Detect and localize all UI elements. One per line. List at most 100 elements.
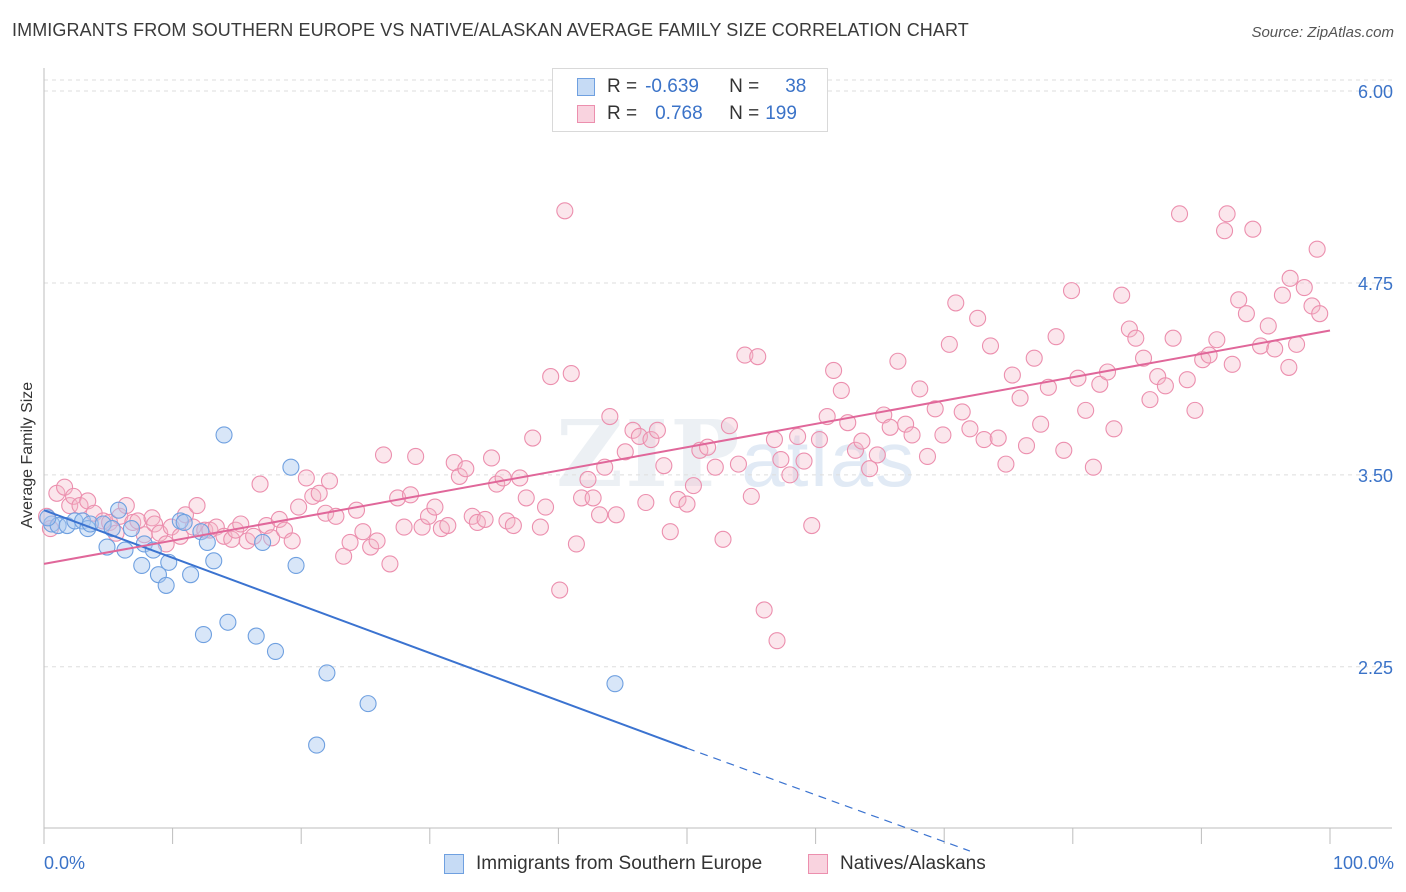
data-point-natives	[556, 202, 574, 220]
bottom-legend-swatch-blue	[444, 854, 464, 874]
data-point-natives	[989, 429, 1007, 447]
y-tick-label: 3.50	[1358, 466, 1393, 486]
data-point-natives	[742, 487, 760, 505]
axes	[43, 68, 1392, 844]
data-point-southern-europe	[308, 736, 326, 754]
data-point-natives	[940, 335, 958, 353]
data-point-natives	[1218, 205, 1236, 223]
data-point-natives	[1025, 349, 1043, 367]
legend-n-label: N =	[729, 76, 760, 97]
data-point-natives	[1200, 346, 1218, 364]
data-point-natives	[536, 498, 555, 516]
data-point-southern-europe	[157, 576, 175, 594]
y-tick-label: 2.25	[1358, 658, 1393, 678]
data-point-natives	[1281, 269, 1299, 287]
data-point-southern-europe	[287, 556, 305, 575]
data-point-natives	[997, 455, 1015, 473]
trend-line-natives	[43, 329, 1331, 565]
data-point-natives	[426, 498, 444, 516]
data-point-natives	[1273, 286, 1291, 304]
data-point-natives	[926, 400, 944, 418]
data-point-natives	[624, 421, 642, 439]
data-point-natives	[825, 361, 843, 380]
data-point-natives	[810, 431, 829, 449]
y-tick-label: 4.75	[1358, 274, 1393, 294]
data-point-natives	[642, 431, 660, 449]
data-point-natives	[1084, 458, 1102, 476]
data-point-natives	[494, 469, 512, 487]
data-point-natives	[188, 497, 206, 515]
data-point-natives	[853, 432, 871, 450]
data-point-southern-europe	[122, 520, 140, 538]
data-point-natives	[803, 516, 821, 535]
legend-r-value: 0.768	[655, 103, 703, 124]
data-point-natives	[1208, 331, 1226, 349]
trend-lines	[43, 329, 1331, 852]
data-point-southern-europe	[247, 627, 265, 645]
data-point-natives	[861, 460, 879, 478]
data-point-natives	[789, 427, 807, 446]
data-point-natives	[889, 352, 907, 370]
data-point-natives	[347, 501, 366, 519]
data-point-natives	[868, 446, 886, 464]
data-point-natives	[297, 469, 315, 487]
data-point-natives	[531, 518, 549, 536]
trend-line-southern-europe-extension	[686, 747, 971, 852]
data-point-natives	[562, 364, 580, 383]
legend-row-southern-europe: R = -0.639 N = 38	[577, 74, 806, 100]
data-point-natives	[661, 523, 679, 541]
series-natives-alaskans	[38, 202, 1329, 650]
legend-n-value: 199	[765, 103, 797, 124]
data-point-natives	[655, 457, 673, 475]
data-point-natives	[61, 497, 79, 515]
data-point-natives	[1295, 279, 1313, 297]
data-point-natives	[1244, 220, 1262, 238]
data-point-natives	[648, 421, 666, 439]
data-point-natives	[781, 466, 799, 484]
data-point-natives	[1032, 415, 1050, 433]
data-point-natives	[413, 518, 431, 536]
y-tick-label: 6.00	[1358, 82, 1393, 102]
data-point-natives	[911, 380, 929, 398]
data-point-natives	[1077, 401, 1095, 419]
data-point-natives	[975, 431, 993, 449]
data-point-natives	[283, 532, 301, 550]
data-point-natives	[918, 447, 937, 465]
data-point-natives	[981, 337, 1000, 355]
data-point-natives	[765, 431, 783, 449]
watermark-sub: atlas	[741, 415, 917, 503]
legend-swatch-blue	[577, 78, 595, 96]
data-point-natives	[1047, 328, 1065, 346]
data-point-natives	[706, 458, 724, 476]
bottom-legend-label: Natives/Alaskans	[840, 853, 986, 874]
data-point-natives	[772, 450, 790, 469]
data-point-natives	[755, 601, 773, 619]
data-point-southern-europe	[359, 695, 377, 713]
data-point-natives	[395, 518, 413, 536]
data-point-southern-europe	[133, 556, 151, 575]
data-point-southern-europe	[606, 675, 624, 693]
data-point-natives	[1311, 305, 1329, 323]
data-point-natives	[1091, 375, 1109, 393]
data-point-natives	[1055, 441, 1073, 459]
data-point-natives	[720, 417, 738, 435]
data-point-southern-europe	[110, 501, 128, 519]
legend-row-natives: R = 0.768 N = 199	[577, 101, 797, 127]
data-point-southern-europe	[205, 552, 223, 570]
legend-r-label: R =	[607, 103, 638, 124]
data-point-natives	[953, 403, 971, 421]
data-point-natives	[1134, 349, 1153, 367]
data-point-natives	[56, 478, 74, 496]
bottom-legend-swatch-pink	[808, 854, 828, 874]
data-point-natives	[1308, 240, 1326, 258]
data-point-natives	[1266, 340, 1284, 358]
data-point-natives	[310, 484, 328, 502]
data-point-natives	[419, 507, 438, 525]
legend-r-value: -0.639	[645, 76, 699, 97]
data-point-natives	[1017, 437, 1036, 455]
data-point-natives	[542, 368, 560, 386]
data-point-natives	[729, 455, 747, 473]
data-point-natives	[579, 470, 597, 489]
data-point-natives	[381, 555, 399, 573]
data-point-natives	[439, 516, 457, 535]
